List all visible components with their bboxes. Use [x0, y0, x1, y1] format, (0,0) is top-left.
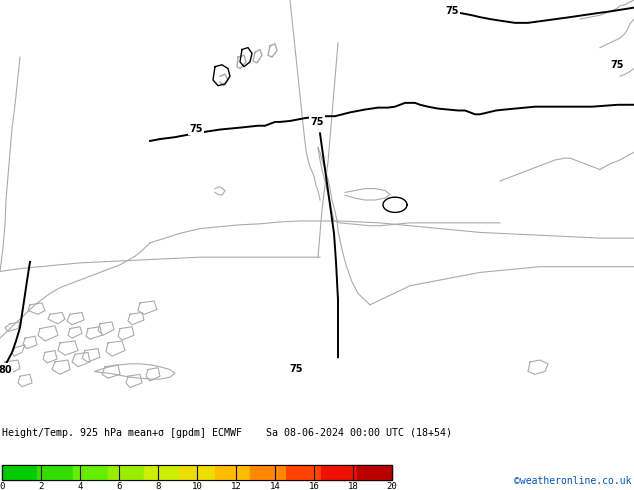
- Text: 14: 14: [269, 482, 280, 490]
- Bar: [2, 465, 392, 480]
- Text: 75: 75: [190, 123, 203, 134]
- Text: 20: 20: [387, 482, 398, 490]
- Bar: [250, 465, 286, 480]
- Bar: [179, 465, 215, 480]
- Text: 75: 75: [310, 117, 324, 127]
- Text: 10: 10: [191, 482, 202, 490]
- Text: 75: 75: [611, 60, 624, 70]
- Text: 75: 75: [289, 364, 303, 373]
- Bar: [321, 465, 356, 480]
- Text: 12: 12: [231, 482, 242, 490]
- Bar: [286, 465, 321, 480]
- Text: 6: 6: [116, 482, 122, 490]
- Bar: [2, 465, 37, 480]
- Text: 4: 4: [77, 482, 82, 490]
- Text: Height/Temp. 925 hPa mean+σ [gpdm] ECMWF    Sa 08-06-2024 00:00 UTC (18+54): Height/Temp. 925 hPa mean+σ [gpdm] ECMWF…: [2, 428, 452, 438]
- Text: ©weatheronline.co.uk: ©weatheronline.co.uk: [515, 476, 632, 486]
- Bar: [37, 465, 73, 480]
- Text: 80: 80: [0, 365, 12, 374]
- Bar: [356, 465, 392, 480]
- Bar: [144, 465, 179, 480]
- Text: 2: 2: [38, 482, 44, 490]
- Bar: [73, 465, 108, 480]
- Bar: [215, 465, 250, 480]
- Text: 16: 16: [309, 482, 320, 490]
- Text: 8: 8: [155, 482, 160, 490]
- Text: 18: 18: [347, 482, 358, 490]
- Text: 0: 0: [0, 482, 4, 490]
- Bar: [108, 465, 144, 480]
- Text: 75: 75: [445, 6, 459, 17]
